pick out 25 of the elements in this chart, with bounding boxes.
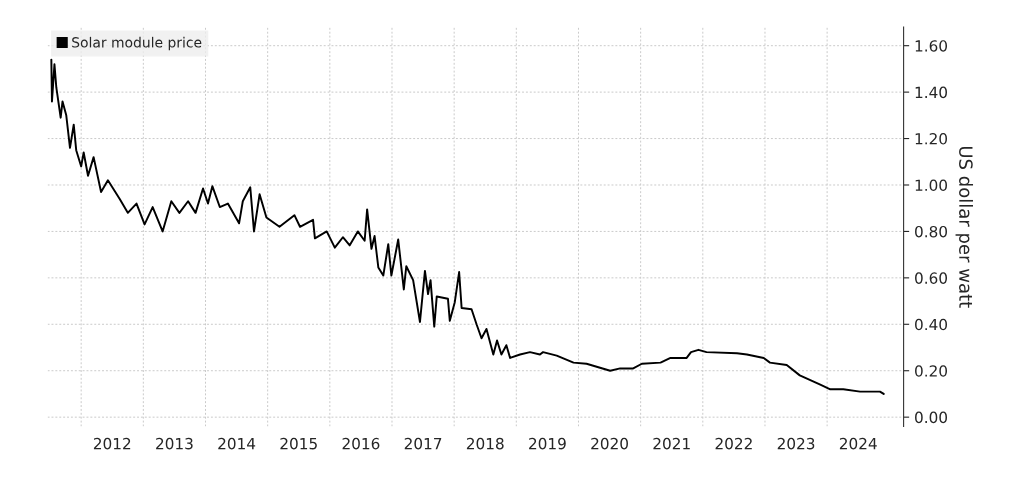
x-tick-label: 2022 [715, 437, 752, 450]
line-series [50, 58, 885, 395]
x-tick-label: 2013 [156, 437, 193, 450]
y-tick-label: 1.20 [915, 133, 948, 145]
y-tick-label: 0.60 [915, 272, 948, 284]
y-tick-label: 1.00 [915, 179, 948, 192]
x-tick-label: 2016 [342, 437, 380, 450]
x-tick-label: 2020 [591, 437, 628, 450]
y-tick-label: 0.00 [915, 411, 948, 424]
x-tick-label: 2024 [839, 437, 877, 450]
x-tick-label: 2023 [777, 437, 815, 450]
x-tick-label: 2015 [280, 437, 317, 450]
x-tick-label: 2018 [466, 437, 504, 450]
y-tick-label: 0.20 [915, 365, 948, 377]
y-tick-label: 0.40 [915, 318, 948, 331]
x-tick-label: 2012 [93, 437, 131, 450]
x-tick-label: 2014 [218, 437, 256, 450]
x-tick-label: 2017 [404, 437, 442, 450]
y-tick-label: 1.40 [915, 86, 948, 99]
y-tick-label: 0.80 [915, 225, 948, 238]
legend-label: Solar module price [72, 36, 202, 51]
y-tick-label: 1.60 [915, 40, 948, 52]
x-tick-label: 2021 [653, 437, 690, 450]
x-tick-label: 2019 [529, 437, 566, 450]
y-axis-title: US dollar per watt [955, 146, 974, 308]
